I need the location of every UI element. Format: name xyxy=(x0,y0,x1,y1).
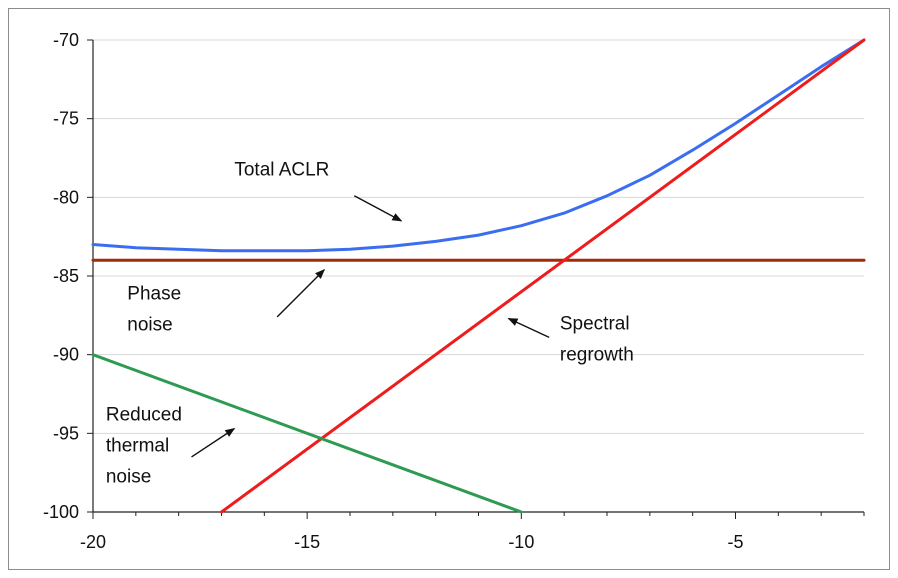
series-lines xyxy=(91,38,866,514)
y-tick-label: -90 xyxy=(53,345,79,365)
annotation-line: Phase xyxy=(127,284,181,305)
y-tick-label: -75 xyxy=(53,109,79,129)
annotation-line: Reduced xyxy=(106,405,182,426)
y-tick-label: -95 xyxy=(53,423,79,443)
annotations: Total ACLR Phase noise Spectral regrowth Redu… xyxy=(106,159,634,487)
annotation-label-total-aclr: Total ACLR xyxy=(234,159,329,180)
y-tick-label: -100 xyxy=(43,502,79,522)
annotation-label-spectral-regrowth: Spectral regrowth xyxy=(560,313,634,365)
series-line-spectral-regrowth xyxy=(220,38,866,514)
annotation-line: thermal xyxy=(106,436,169,457)
chart-frame xyxy=(8,8,890,570)
y-tick-label: -85 xyxy=(53,266,79,286)
series-line-total-aclr xyxy=(91,38,866,253)
y-tick-label: -80 xyxy=(53,187,79,207)
grid-lines xyxy=(93,39,864,434)
x-tick-label: -5 xyxy=(727,532,743,552)
y-tick-label: -70 xyxy=(53,30,79,50)
annotation-arrow-spectral-regrowth xyxy=(507,317,550,338)
annotation-arrow-phase-noise xyxy=(276,268,326,318)
x-tick-label: -10 xyxy=(508,532,534,552)
annotation-label-phase-noise: Phase noise xyxy=(127,284,181,336)
series-line-reduced-thermal-noise xyxy=(91,353,523,514)
annotation-line: noise xyxy=(127,315,172,336)
annotation-line: regrowth xyxy=(560,344,634,365)
annotation-line: noise xyxy=(106,467,151,488)
x-tick-label: -20 xyxy=(80,532,106,552)
annotation-label-reduced-thermal-noise: Reduced thermal noise xyxy=(106,405,182,488)
annotation-line: Spectral xyxy=(560,313,630,334)
x-tick-label: -15 xyxy=(294,532,320,552)
annotation-arrow-total-aclr xyxy=(353,195,403,222)
annotation-arrow-reduced-thermal-noise xyxy=(191,428,236,458)
annotation-line: Total ACLR xyxy=(234,159,329,180)
